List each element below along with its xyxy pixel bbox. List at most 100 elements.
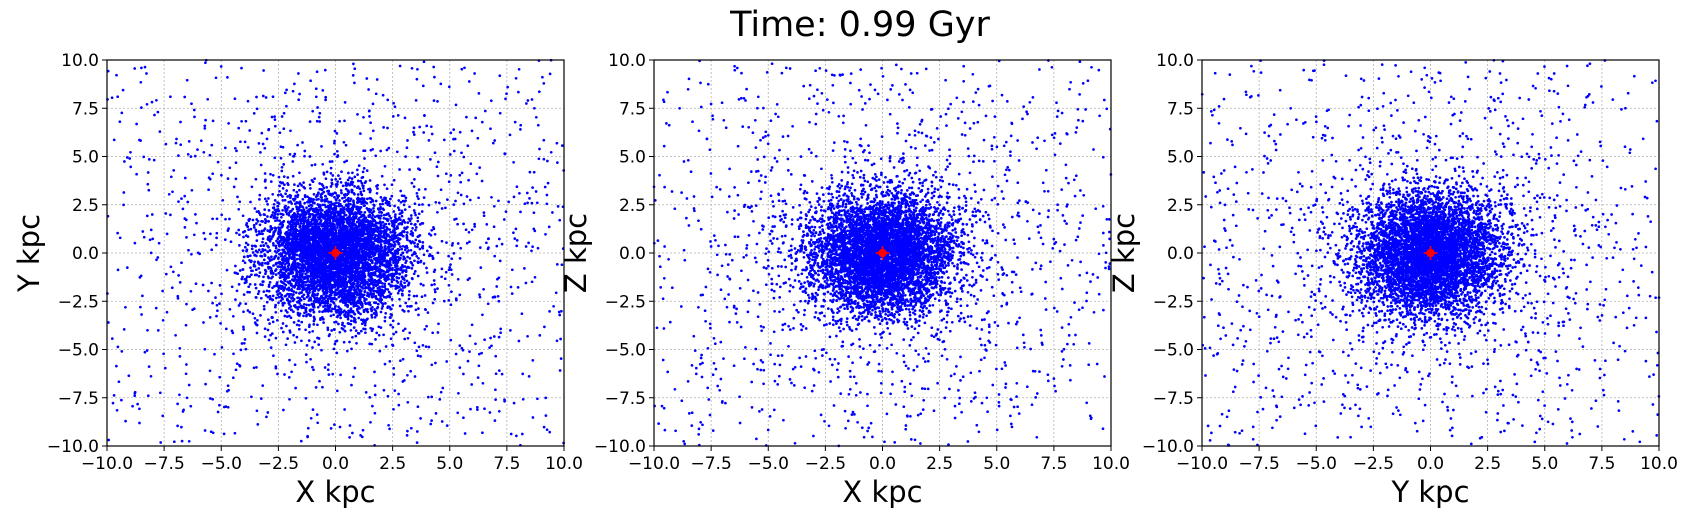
particle-point (380, 226, 383, 230)
particle-point (347, 171, 350, 175)
particle-point (287, 200, 291, 204)
particle-point (290, 297, 293, 300)
particle-point (372, 224, 376, 228)
particle-point (362, 308, 366, 312)
particle-point (327, 373, 331, 376)
particle-point (375, 297, 379, 301)
particle-point (305, 303, 309, 307)
particle-point (360, 193, 364, 197)
particle-point (307, 245, 311, 249)
particle-point (324, 205, 328, 209)
particle-point (371, 213, 375, 217)
particle-point (338, 225, 342, 229)
particle-point (248, 254, 252, 258)
particle-point (277, 301, 280, 305)
particle-point (294, 268, 298, 271)
particle-point (368, 255, 372, 258)
particle-point (286, 310, 289, 314)
particle-point (409, 214, 413, 217)
particle-point (363, 260, 367, 264)
particle-point (376, 187, 379, 190)
particle-point (282, 239, 286, 243)
particle-point (391, 325, 395, 329)
particle-point (356, 225, 360, 229)
particle-point (369, 228, 373, 232)
particle-point (355, 233, 359, 237)
particle-point (268, 239, 272, 243)
particle-point (277, 265, 281, 268)
particle-point (341, 196, 344, 200)
particle-point (370, 308, 374, 312)
particle-point (342, 271, 346, 275)
particle-point (364, 257, 368, 261)
particle-point (261, 249, 265, 253)
particle-point (317, 222, 321, 226)
particle-point (342, 223, 345, 227)
particle-point (303, 236, 307, 240)
particle-point (363, 297, 366, 300)
particle-point (259, 314, 262, 317)
particle-point (357, 270, 361, 274)
particle-point (261, 240, 264, 244)
particle-point (274, 296, 278, 300)
particle-point (293, 341, 297, 344)
particle-point (290, 308, 293, 312)
particle-point (295, 253, 299, 257)
particle-point (347, 246, 350, 250)
particle-point (394, 213, 397, 216)
particle-points (106, 58, 566, 447)
particle-point (341, 288, 345, 292)
particle-point (330, 182, 334, 186)
particle-point (346, 317, 350, 321)
particle-point (346, 311, 350, 315)
particle-point (345, 238, 348, 242)
particle-point (339, 202, 342, 206)
particle-point (307, 285, 311, 289)
particle-point (298, 188, 301, 192)
particle-point (316, 292, 320, 296)
particle-point (340, 191, 343, 195)
particle-point (286, 195, 289, 198)
particle-point (293, 202, 297, 206)
particle-point (420, 295, 424, 299)
particle-point (343, 226, 346, 230)
particle-point (325, 280, 328, 284)
particle-point (256, 292, 260, 296)
particle-point (283, 251, 287, 255)
particle-point (365, 201, 369, 205)
particle-point (316, 245, 320, 249)
particle-point (325, 186, 329, 189)
particle-point (342, 193, 346, 197)
particle-point (363, 211, 367, 214)
particle-point (400, 292, 404, 296)
particle-point (364, 225, 368, 229)
particle-point (262, 275, 265, 279)
particle-point (324, 217, 327, 220)
particle-point (322, 250, 325, 254)
particle-point (323, 198, 327, 201)
particle-point (392, 210, 396, 213)
particle-point (297, 319, 300, 323)
particle-point (350, 207, 353, 211)
particle-point (252, 226, 256, 229)
particle-point (298, 225, 302, 229)
particle-point (333, 259, 337, 263)
particle-point (303, 234, 307, 238)
particle-point (295, 271, 298, 275)
particle-point (334, 288, 338, 292)
particle-point (359, 303, 363, 306)
particle-point (397, 199, 401, 202)
particle-point (300, 233, 303, 237)
particle-point (304, 328, 307, 332)
particle-point (345, 349, 349, 353)
particle-point (251, 218, 255, 222)
particle-point (324, 240, 328, 244)
particle-point (372, 207, 375, 210)
particle-point (315, 300, 318, 303)
particle-point (342, 240, 346, 244)
particle-point (375, 256, 378, 260)
particle-point (364, 220, 368, 224)
particle-point (348, 220, 351, 224)
particle-point (299, 231, 303, 235)
particle-point (374, 284, 378, 288)
